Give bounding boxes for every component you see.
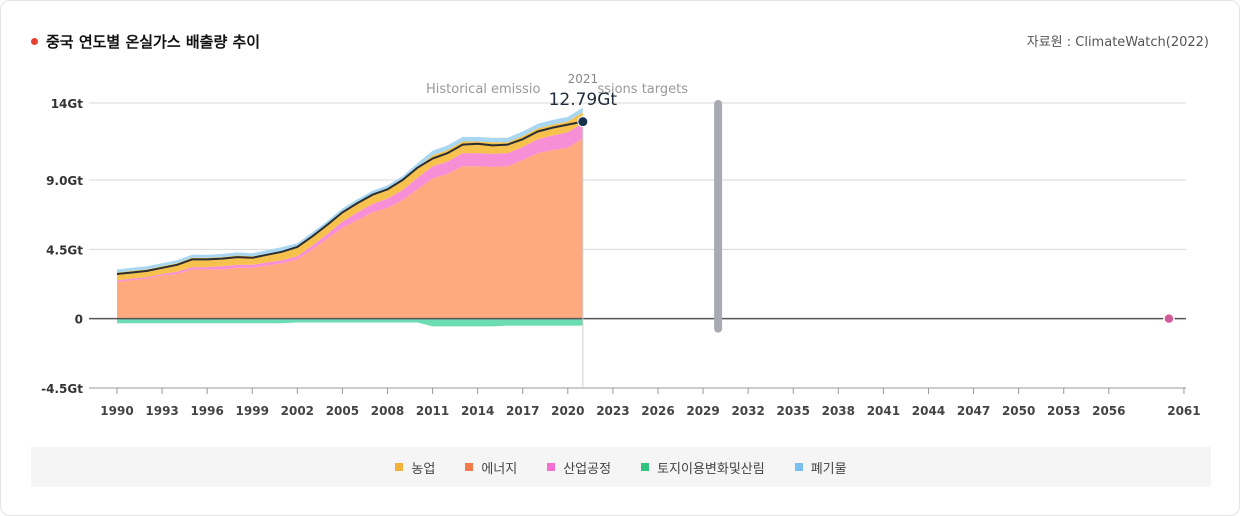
- title-row: 중국 연도별 온실가스 배출량 추이: [31, 30, 260, 52]
- legend-label: 에너지: [481, 461, 518, 477]
- x-tick-label: 1999: [236, 404, 269, 418]
- area-에너지: [117, 138, 583, 319]
- x-tick-label: 2041: [867, 404, 900, 418]
- legend-swatch: [547, 463, 556, 471]
- legend-swatch: [794, 463, 803, 471]
- tooltip-value: 12.79Gt: [549, 90, 618, 110]
- chart-svg[interactable]: 14Gt 9.0Gt 4.5Gt 0 -4.5Gt 1990 1993 1996 1999 200…: [1, 1, 1240, 441]
- x-tick-label: 2044: [912, 404, 945, 418]
- x-tick-label: 2050: [1002, 404, 1035, 418]
- x-tick-label: 1996: [190, 404, 223, 418]
- chart-title: 중국 연도별 온실가스 배출량 추이: [46, 32, 261, 51]
- x-tick-label: 2014: [461, 404, 494, 418]
- legend-item[interactable]: 산업공정: [547, 458, 611, 477]
- x-tick-label: 2020: [551, 404, 584, 418]
- legend-label: 농업: [411, 461, 436, 477]
- legend-item[interactable]: 농업: [395, 458, 435, 477]
- x-tick-label: 1990: [100, 404, 133, 418]
- annotation-historical: Historical emissio: [426, 82, 540, 97]
- legend-label: 토지이용변화및산림: [657, 461, 765, 477]
- grid-lines: [89, 102, 1186, 389]
- x-tick-label: 2029: [686, 404, 719, 418]
- x-tick-label: 2011: [416, 404, 449, 418]
- legend-swatch: [395, 463, 404, 471]
- legend-item[interactable]: 폐기물: [794, 458, 847, 477]
- y-tick-label: 14Gt: [51, 97, 84, 111]
- area-산업공정: [117, 123, 583, 282]
- legend: 농업 에너지 산업공정 토지이용변화및산림 폐기물: [31, 447, 1211, 487]
- legend-label: 산업공정: [563, 461, 612, 477]
- x-tick-label: 2032: [731, 404, 764, 418]
- total-emissions-line: [116, 120, 583, 275]
- x-tick-label: 2026: [641, 404, 674, 418]
- netzero-marker: [1163, 312, 1175, 325]
- x-tick-label: 2061: [1167, 404, 1200, 418]
- y-tick-label: -4.5Gt: [41, 382, 83, 396]
- title-bullet-icon: [31, 37, 38, 45]
- legend-swatch: [641, 463, 650, 471]
- x-tick-label: 2023: [596, 404, 629, 418]
- x-tick-label: 2047: [957, 404, 990, 418]
- x-tick-label: 2035: [777, 404, 810, 418]
- x-tick-label: 2053: [1047, 404, 1080, 418]
- annotation-targets: ssions targets: [597, 82, 688, 97]
- axes: 14Gt 9.0Gt 4.5Gt 0 -4.5Gt 1990 1993 1996 1999 200…: [41, 97, 1200, 418]
- area-토지이용변화및산림: [117, 318, 583, 327]
- x-tick-label: 2005: [326, 404, 359, 418]
- x-tick-label: 2017: [506, 404, 539, 418]
- tooltip-year: 2021: [568, 72, 599, 86]
- legend-item[interactable]: 에너지: [465, 458, 517, 477]
- legend-label: 폐기물: [810, 461, 847, 477]
- x-tick-label: 2056: [1092, 404, 1125, 418]
- x-tick-label: 2038: [822, 404, 855, 418]
- tooltip-point-marker: [577, 116, 589, 128]
- x-tick-label: 2002: [281, 404, 314, 418]
- x-tick-label: 2008: [371, 404, 404, 418]
- x-tick-label: 1993: [145, 404, 178, 418]
- y-tick-label: 9.0Gt: [46, 174, 83, 188]
- source-label: 자료원 : ClimateWatch(2022): [1026, 35, 1209, 50]
- legend-item[interactable]: 토지이용변화및산림: [641, 458, 765, 477]
- y-tick-label: 4.5Gt: [46, 243, 83, 257]
- y-tick-label: 0: [75, 313, 83, 327]
- area-series: [116, 107, 583, 327]
- legend-swatch: [465, 463, 474, 471]
